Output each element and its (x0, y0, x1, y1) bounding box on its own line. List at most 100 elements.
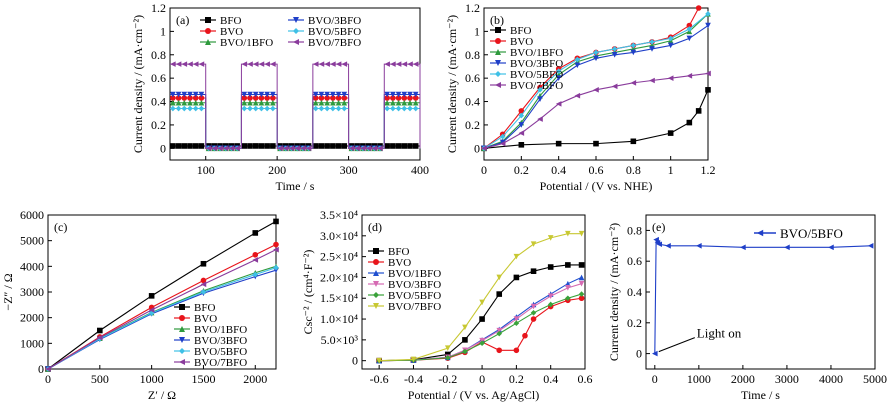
legend-label: BVO/3BFO (510, 58, 563, 70)
legend-marker (205, 39, 211, 45)
data-point (395, 99, 402, 106)
y-axis-label: Current density / (mA·cm⁻²) (131, 15, 145, 153)
data-point (273, 241, 279, 248)
legend-label: BVO/1BFO (220, 37, 273, 49)
y-tick-label: 1.0×10⁴ (320, 312, 358, 326)
data-point (407, 95, 413, 101)
x-axis-label: Potential / (V vs. NHE) (540, 179, 653, 193)
legend-marker (495, 38, 501, 44)
data-point (247, 105, 253, 112)
data-point (593, 140, 599, 147)
data-point (667, 75, 674, 81)
data-point (234, 145, 240, 152)
legend-label: BVO/5BFO (308, 26, 361, 38)
data-point (513, 253, 520, 260)
data-point (695, 108, 702, 114)
y-tick-label: 5.0×10³ (321, 333, 359, 347)
x-tick-label: 1 (668, 163, 674, 177)
data-point (649, 77, 655, 84)
data-point (537, 87, 543, 93)
data-point (686, 119, 693, 126)
data-point (264, 95, 270, 101)
legend-marker (373, 292, 379, 298)
legend-marker (373, 303, 379, 309)
data-point (371, 145, 378, 152)
data-point (181, 91, 188, 98)
data-point (252, 230, 259, 236)
data-point (578, 230, 585, 237)
data-point (611, 83, 618, 90)
data-point (578, 274, 585, 281)
legend-label: BVO/5BFO (510, 69, 563, 81)
x-tick-label: -0.6 (370, 372, 389, 386)
data-point (241, 91, 248, 98)
data-point (252, 61, 259, 67)
data-point (192, 105, 199, 112)
data-point (252, 99, 259, 106)
data-point (277, 145, 283, 152)
data-point (330, 143, 336, 149)
y-axis-label: Current density / (mA·cm⁻²) (607, 223, 621, 361)
x-tick-label: -0.4 (404, 372, 423, 386)
y-tick-label: 0 (38, 362, 44, 376)
data-point (537, 116, 543, 122)
data-point (656, 241, 663, 248)
x-tick-label: 2000 (731, 372, 755, 386)
data-point (187, 91, 193, 98)
y-tick-label: 0.8 (151, 48, 166, 62)
data-point (376, 357, 382, 364)
data-point (200, 289, 207, 295)
data-point (273, 218, 279, 225)
y-tick-label: 5000 (20, 234, 44, 248)
x-tick-label: 4000 (819, 372, 843, 386)
data-point (630, 49, 637, 56)
legend-marker (756, 229, 764, 237)
data-point (377, 145, 383, 152)
legend-label: BFO (388, 246, 409, 258)
x-tick-label: 0 (45, 372, 51, 386)
data-point (555, 75, 562, 81)
series-line (170, 102, 421, 149)
data-point (175, 61, 182, 67)
data-point (518, 108, 525, 114)
panel-b: 0 0.2 0.4 0.6 0.8 1 1.2 0 0.2 0.4 0.6 0.8 1 1.2 Potent… (445, 1, 716, 193)
data-point (181, 61, 188, 67)
data-point (341, 143, 348, 149)
data-point (630, 42, 637, 49)
data-point (686, 22, 693, 29)
data-point (187, 61, 193, 67)
data-point (784, 244, 790, 251)
data-point (170, 91, 176, 98)
data-point (335, 91, 342, 98)
legend-marker (495, 82, 501, 88)
data-point (518, 142, 525, 148)
data-point (324, 95, 330, 101)
data-point (258, 143, 265, 149)
data-point (273, 264, 279, 271)
data-point (258, 61, 265, 67)
data-point (630, 80, 637, 86)
data-point (412, 143, 419, 149)
data-point (181, 99, 188, 106)
data-point (270, 99, 276, 106)
data-point (318, 91, 325, 98)
data-point (187, 143, 193, 149)
data-point (649, 39, 655, 45)
data-point (45, 366, 51, 372)
legend-marker (373, 248, 379, 254)
x-tick-label: 0 (652, 372, 658, 386)
y-tick-label: 1.5×10⁴ (320, 291, 358, 305)
data-point (198, 61, 205, 67)
data-point (198, 99, 205, 106)
data-point (401, 99, 408, 106)
data-point (341, 95, 348, 101)
y-tick-label: 0.4 (627, 285, 642, 299)
legend-label: BFO (194, 302, 215, 314)
data-point (312, 61, 319, 67)
series-line (47, 220, 277, 370)
data-point (294, 145, 300, 152)
data-point (270, 95, 276, 101)
y-axis-label: Current density / (mA·cm⁻²) (445, 15, 459, 153)
data-point (192, 99, 199, 106)
